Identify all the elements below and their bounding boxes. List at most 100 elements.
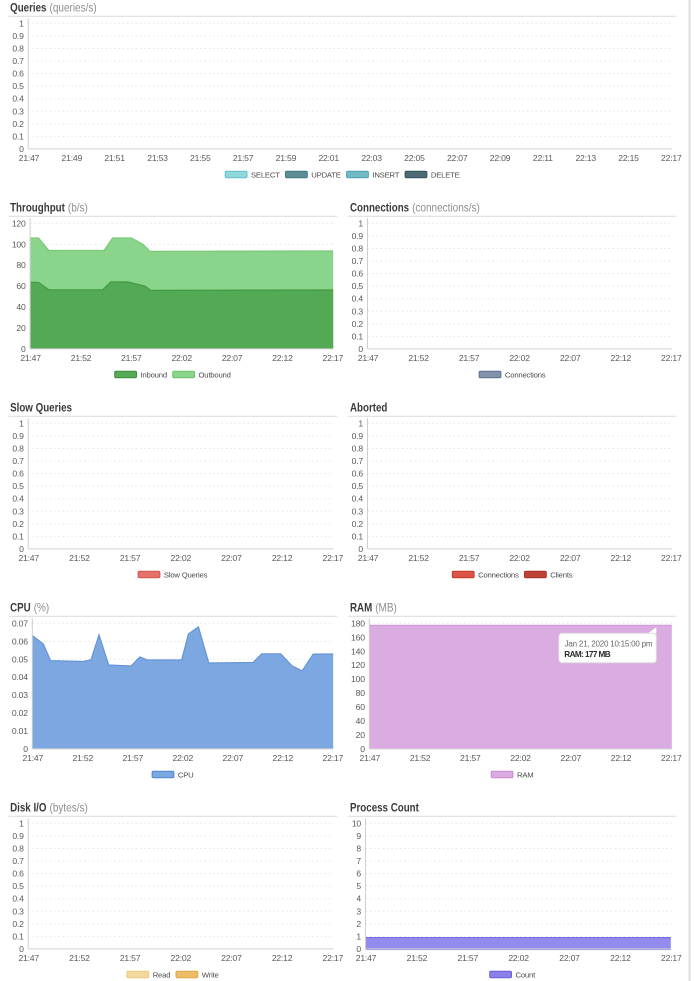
- svg-text:0: 0: [19, 544, 24, 554]
- svg-text:Count: Count: [516, 970, 537, 979]
- svg-text:21:52: 21:52: [71, 353, 92, 363]
- svg-text:0.4: 0.4: [352, 294, 364, 304]
- svg-text:0.2: 0.2: [352, 319, 364, 329]
- svg-text:Clients: Clients: [550, 570, 572, 579]
- svg-text:22:13: 22:13: [575, 153, 596, 163]
- svg-text:7: 7: [356, 856, 361, 866]
- svg-text:RAM: RAM: [350, 602, 372, 615]
- svg-text:0.5: 0.5: [12, 881, 24, 891]
- svg-text:0.8: 0.8: [12, 844, 24, 854]
- svg-text:0.9: 0.9: [12, 31, 24, 41]
- svg-text:RAM: 177 MB: RAM: 177 MB: [564, 650, 610, 659]
- svg-text:22:17: 22:17: [661, 153, 682, 163]
- svg-text:160: 160: [351, 632, 365, 642]
- svg-text:UPDATE: UPDATE: [311, 170, 340, 179]
- svg-text:22:07: 22:07: [447, 153, 468, 163]
- svg-text:60: 60: [356, 702, 366, 712]
- svg-text:0.1: 0.1: [12, 531, 24, 541]
- svg-text:0.01: 0.01: [12, 726, 28, 736]
- svg-text:0.1: 0.1: [352, 531, 364, 541]
- svg-text:Read: Read: [153, 970, 171, 979]
- svg-text:0.06: 0.06: [12, 636, 28, 646]
- svg-text:Connections: Connections: [350, 202, 409, 215]
- svg-text:0: 0: [19, 944, 24, 954]
- svg-text:80: 80: [16, 260, 26, 270]
- svg-text:22:02: 22:02: [171, 953, 192, 963]
- svg-text:0: 0: [19, 144, 24, 154]
- svg-text:2: 2: [356, 919, 361, 929]
- svg-text:60: 60: [16, 281, 26, 291]
- svg-text:0.6: 0.6: [12, 469, 24, 479]
- svg-text:22:17: 22:17: [323, 353, 344, 363]
- svg-text:0.9: 0.9: [352, 231, 364, 241]
- svg-text:RAM: RAM: [517, 770, 533, 779]
- svg-text:0.9: 0.9: [352, 431, 364, 441]
- svg-text:180: 180: [351, 618, 365, 628]
- svg-text:22:07: 22:07: [221, 953, 242, 963]
- svg-text:21:47: 21:47: [18, 553, 39, 563]
- svg-text:22:11: 22:11: [533, 153, 553, 163]
- svg-text:0.5: 0.5: [12, 481, 24, 491]
- svg-text:0.5: 0.5: [12, 81, 24, 91]
- svg-text:0.3: 0.3: [12, 106, 24, 116]
- svg-text:22:02: 22:02: [171, 553, 192, 563]
- svg-text:0: 0: [23, 744, 28, 754]
- svg-text:21:57: 21:57: [120, 553, 141, 563]
- svg-text:22:12: 22:12: [272, 553, 293, 563]
- svg-text:22:02: 22:02: [509, 553, 530, 563]
- svg-text:100: 100: [12, 239, 26, 249]
- svg-text:0.8: 0.8: [352, 244, 364, 254]
- svg-text:22:17: 22:17: [661, 353, 682, 363]
- svg-text:22:12: 22:12: [273, 753, 294, 763]
- svg-text:(b/s): (b/s): [68, 202, 88, 215]
- svg-text:21:47: 21:47: [20, 353, 41, 363]
- svg-text:(%): (%): [34, 602, 50, 615]
- svg-text:21:51: 21:51: [104, 153, 125, 163]
- svg-text:40: 40: [356, 716, 366, 726]
- svg-text:40: 40: [16, 302, 26, 312]
- svg-text:20: 20: [356, 730, 366, 740]
- svg-text:Outbound: Outbound: [199, 370, 231, 379]
- svg-text:0.02: 0.02: [12, 708, 28, 718]
- svg-text:0.5: 0.5: [352, 481, 364, 491]
- svg-text:0.04: 0.04: [12, 672, 28, 682]
- svg-text:21:52: 21:52: [73, 753, 94, 763]
- svg-text:0.1: 0.1: [12, 931, 24, 941]
- svg-text:1: 1: [19, 18, 24, 28]
- svg-text:21:52: 21:52: [408, 353, 429, 363]
- svg-text:22:12: 22:12: [272, 953, 293, 963]
- svg-text:21:52: 21:52: [408, 553, 429, 563]
- svg-text:Write: Write: [202, 970, 219, 979]
- svg-text:DELETE: DELETE: [431, 170, 460, 179]
- svg-text:22:12: 22:12: [611, 553, 632, 563]
- svg-text:SELECT: SELECT: [251, 170, 280, 179]
- svg-text:Slow Queries: Slow Queries: [10, 402, 72, 415]
- svg-text:0.8: 0.8: [12, 444, 24, 454]
- svg-text:21:57: 21:57: [460, 753, 481, 763]
- svg-text:0.6: 0.6: [12, 869, 24, 879]
- svg-text:100: 100: [351, 674, 365, 684]
- svg-text:0: 0: [358, 544, 363, 554]
- svg-text:0.8: 0.8: [352, 444, 364, 454]
- svg-text:22:12: 22:12: [611, 753, 632, 763]
- svg-text:22:07: 22:07: [222, 353, 243, 363]
- svg-text:0.05: 0.05: [12, 654, 28, 664]
- svg-text:22:17: 22:17: [323, 953, 344, 963]
- svg-text:Connections: Connections: [505, 370, 546, 379]
- svg-text:0.3: 0.3: [352, 306, 364, 316]
- svg-text:Aborted: Aborted: [350, 402, 387, 415]
- svg-text:0.9: 0.9: [12, 431, 24, 441]
- svg-text:0.6: 0.6: [352, 469, 364, 479]
- svg-text:120: 120: [12, 218, 26, 228]
- svg-text:0.1: 0.1: [352, 331, 364, 341]
- svg-text:10: 10: [352, 818, 362, 828]
- svg-text:0.03: 0.03: [12, 690, 28, 700]
- svg-text:5: 5: [356, 881, 361, 891]
- svg-text:22:02: 22:02: [509, 353, 530, 363]
- svg-text:21:57: 21:57: [459, 353, 480, 363]
- svg-text:6: 6: [356, 869, 361, 879]
- svg-text:21:55: 21:55: [190, 153, 211, 163]
- svg-text:22:15: 22:15: [618, 153, 639, 163]
- svg-text:22:07: 22:07: [223, 753, 244, 763]
- svg-text:22:07: 22:07: [560, 553, 581, 563]
